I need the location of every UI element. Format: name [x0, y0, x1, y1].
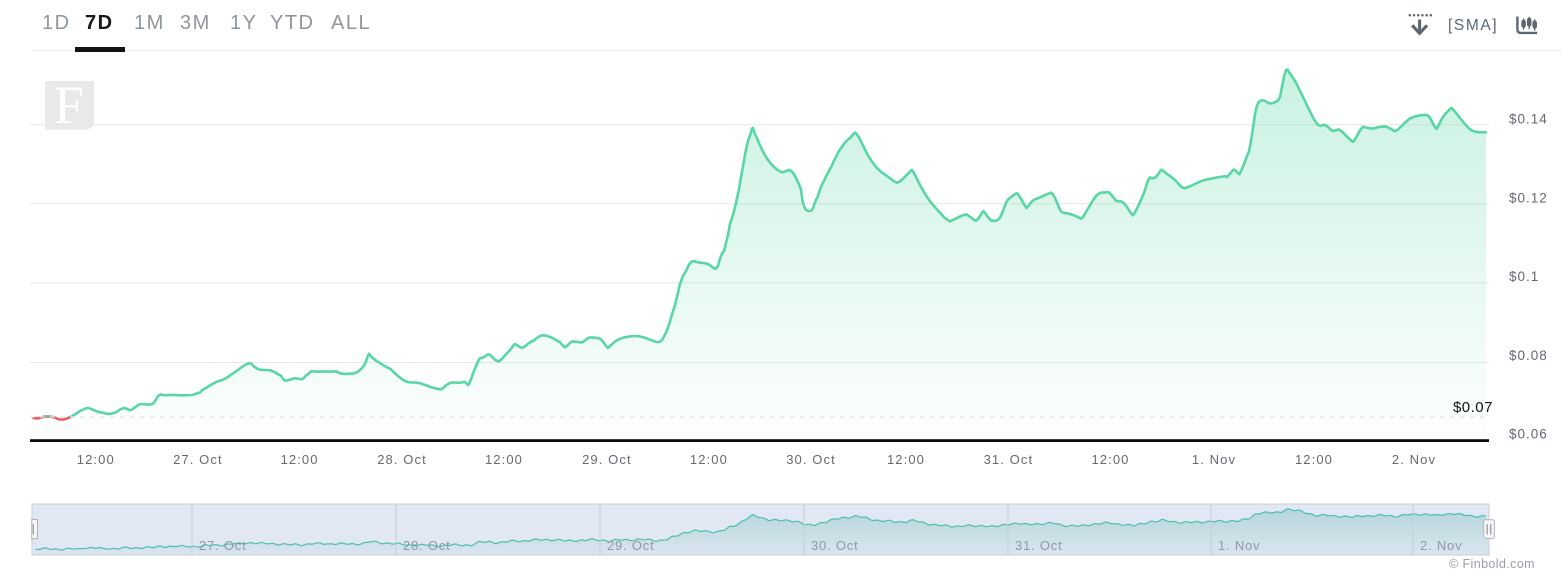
svg-text:12:00: 12:00 [77, 452, 115, 467]
svg-text:31. Oct: 31. Oct [984, 452, 1034, 467]
svg-text:2. Nov: 2. Nov [1420, 538, 1462, 553]
svg-text:12:00: 12:00 [281, 452, 319, 467]
svg-text:29. Oct: 29. Oct [607, 538, 655, 553]
svg-text:$0.07: $0.07 [1453, 399, 1493, 416]
svg-text:2. Nov: 2. Nov [1392, 452, 1436, 467]
svg-text:© Finbold.com: © Finbold.com [1449, 557, 1535, 571]
svg-text:12:00: 12:00 [1091, 452, 1129, 467]
svg-text:$0.06: $0.06 [1509, 426, 1548, 441]
svg-text:$0.14: $0.14 [1509, 111, 1548, 126]
svg-text:F: F [54, 75, 84, 135]
svg-text:27. Oct: 27. Oct [173, 452, 223, 467]
svg-text:29. Oct: 29. Oct [582, 452, 632, 467]
svg-text:31. Oct: 31. Oct [1015, 538, 1063, 553]
svg-text:$0.08: $0.08 [1509, 348, 1548, 363]
svg-text:30. Oct: 30. Oct [786, 452, 836, 467]
svg-text:12:00: 12:00 [690, 452, 728, 467]
svg-text:$0.1: $0.1 [1509, 269, 1539, 284]
svg-text:28. Oct: 28. Oct [403, 538, 451, 553]
svg-text:30. Oct: 30. Oct [811, 538, 859, 553]
svg-text:1. Nov: 1. Nov [1192, 452, 1236, 467]
svg-text:1. Nov: 1. Nov [1218, 538, 1260, 553]
svg-text:[SMA]: [SMA] [1448, 17, 1498, 34]
svg-text:27. Oct: 27. Oct [199, 538, 247, 553]
svg-text:28. Oct: 28. Oct [377, 452, 427, 467]
svg-text:12:00: 12:00 [485, 452, 523, 467]
svg-text:12:00: 12:00 [887, 452, 925, 467]
svg-text:12:00: 12:00 [1295, 452, 1333, 467]
svg-text:$0.12: $0.12 [1509, 190, 1548, 205]
